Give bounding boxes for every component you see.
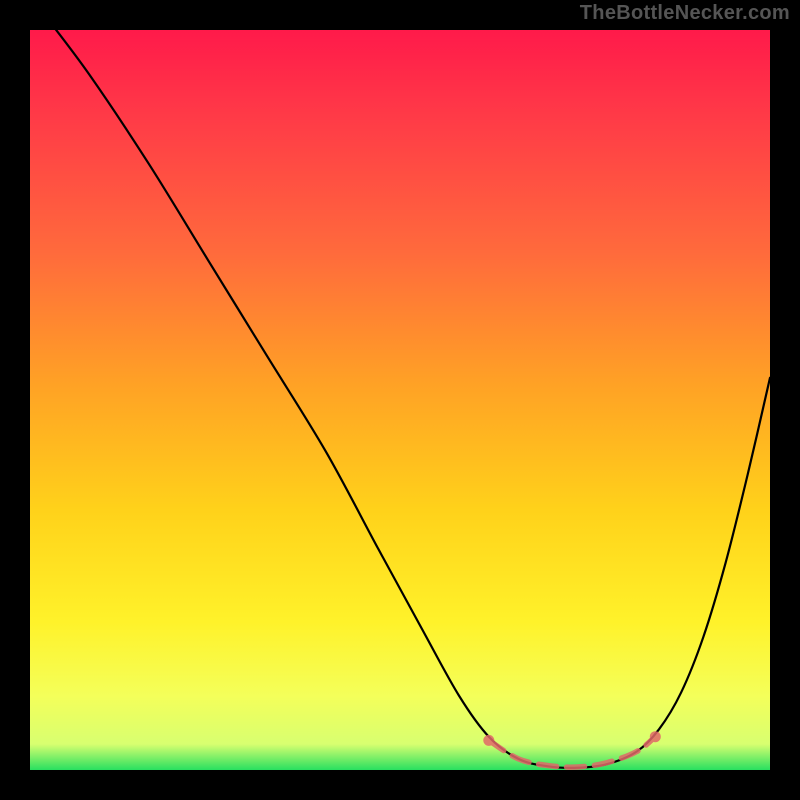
- chart-gradient-background: [30, 30, 770, 770]
- trough-dot-end: [650, 731, 661, 742]
- watermark-text: TheBottleNecker.com: [580, 2, 790, 25]
- chart-svg: [0, 0, 800, 800]
- trough-dot-start: [483, 735, 494, 746]
- chart-container: TheBottleNecker.com: [0, 0, 800, 800]
